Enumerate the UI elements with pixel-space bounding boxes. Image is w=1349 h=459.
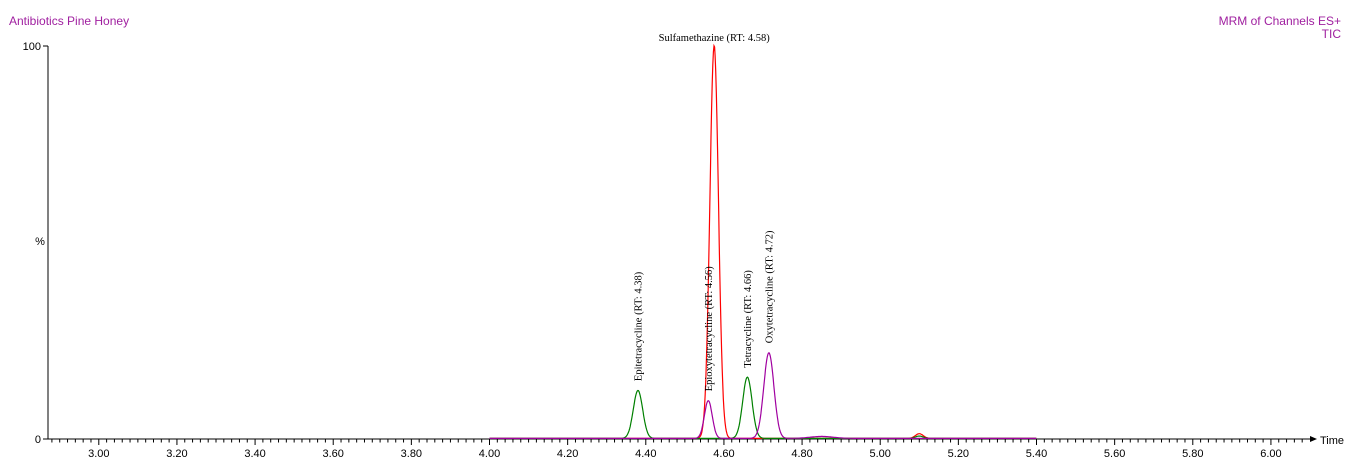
x-tick-label: 5.80 [1182, 448, 1203, 459]
peak-label-3: Epioxytetracycline (RT: 4.56) [704, 266, 715, 392]
peak-label-5: Oxytetracycline (RT: 4.72) [764, 230, 775, 343]
x-tick-label: 5.00 [870, 448, 891, 459]
x-tick-label: 4.20 [557, 448, 578, 459]
peak-labels: Sulfamethazine (RT: 4.58) Epitetracycline… [634, 33, 776, 391]
x-tick-label: 3.20 [166, 448, 187, 459]
y-tick-label: 0 [35, 434, 41, 446]
x-tick-label: 3.80 [401, 448, 422, 459]
x-tick-label: 5.40 [1026, 448, 1047, 459]
x-tick-label: 5.20 [948, 448, 969, 459]
peak-label-1: Sulfamethazine (RT: 4.58) [659, 33, 771, 44]
peak-label-4: Tetracycline (RT: 4.66) [743, 270, 754, 368]
y-axis-label: % [35, 236, 45, 248]
x-tick-label: 4.00 [479, 448, 500, 459]
x-tick-label: 3.00 [88, 448, 109, 459]
chart-title: Antibiotics Pine Honey [9, 14, 130, 28]
x-tick-label: 4.60 [713, 448, 734, 459]
trace-label: TIC [1321, 27, 1341, 41]
trace-line-2 [489, 376, 1037, 439]
y-tick-label: 100 [23, 41, 41, 53]
x-tick-label: 3.60 [323, 448, 344, 459]
x-tick-label: 4.40 [635, 448, 656, 459]
x-tick-label: 5.60 [1104, 448, 1125, 459]
trace-line-3 [489, 352, 1037, 439]
peak-label-2: Epitetracycline (RT: 4.38) [634, 271, 645, 381]
channel-label: MRM of Channels ES+ [1218, 14, 1341, 28]
axes: 3.00 3.20 3.40 3.60 3.80 4.00 4.20 4.40 4.60 4.80… [23, 41, 1344, 459]
x-tick-label: 4.80 [791, 448, 812, 459]
x-tick-label: 6.00 [1260, 448, 1281, 459]
x-axis-label: Time [1320, 435, 1344, 447]
traces [489, 43, 1037, 439]
trace-line-1 [489, 43, 1037, 439]
x-tick-label: 3.40 [244, 448, 265, 459]
x-axis-arrow [1310, 436, 1317, 442]
